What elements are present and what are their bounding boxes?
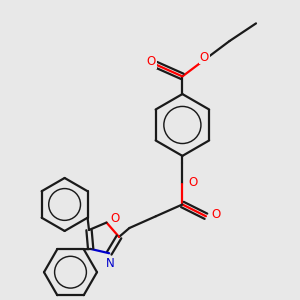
Text: O: O: [188, 176, 197, 189]
Text: N: N: [106, 257, 115, 270]
Text: O: O: [200, 51, 209, 64]
Text: O: O: [111, 212, 120, 225]
Text: O: O: [212, 208, 221, 221]
Text: O: O: [147, 55, 156, 68]
